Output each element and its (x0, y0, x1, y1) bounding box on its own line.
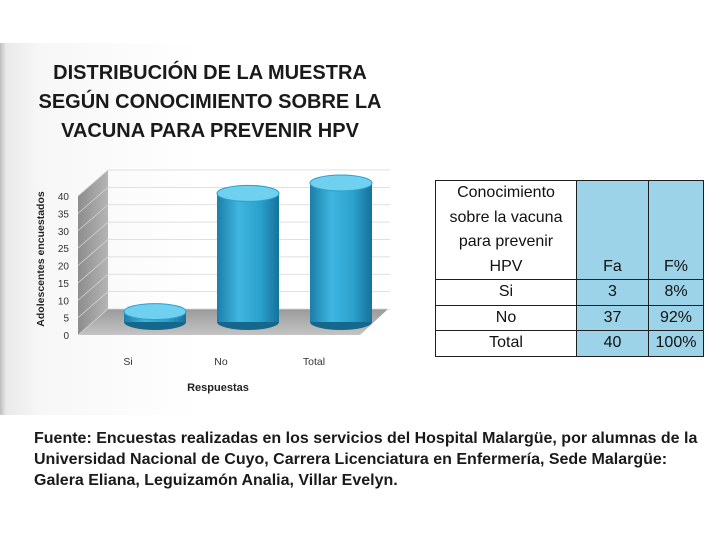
chart-title-line-1: DISTRIBUCIÓN DE LA MUESTRA (53, 60, 367, 84)
header-line: para prevenir (458, 233, 554, 250)
y-tick-label: 15 (58, 279, 70, 290)
chart-title-line-3: VACUNA PARA PREVENIR HPV (61, 120, 359, 142)
y-tick-label: 25 (58, 244, 70, 255)
header-line: Conocimiento (457, 184, 555, 201)
gridline (77, 186, 390, 214)
table-row: Si 3 8% (435, 279, 704, 306)
bar-total (309, 174, 373, 330)
y-tick-label: 10 (58, 296, 70, 307)
gridline (77, 273, 390, 301)
y-tick-label: 0 (63, 331, 69, 342)
bar-no (216, 184, 280, 330)
gridline (77, 239, 390, 266)
chart-title-line-2: SEGÚN CONOCIMIENTO SOBRE LA (39, 89, 382, 113)
header-fp: F% (648, 180, 704, 280)
y-tick-label: 40 (58, 192, 70, 203)
bar-si (123, 303, 187, 330)
bar-chart: DISTRIBUCIÓN DE LA MUESTRA SEGÚN CONOCIM… (35, 60, 390, 394)
header-conocimiento: Conocimiento sobre la vacuna para preven… (435, 180, 577, 280)
table-header-row: Conocimiento sobre la vacuna para preven… (435, 180, 704, 280)
row-fa: 3 (576, 279, 649, 306)
table-row: No 37 92% (435, 304, 704, 331)
gridline (77, 256, 390, 284)
y-tick-label: 5 (63, 314, 69, 325)
gridline (77, 291, 390, 318)
chart-panel: DISTRIBUCIÓN DE LA MUESTRA SEGÚN CONOCIM… (0, 43, 420, 415)
x-axis-label: Respuestas (187, 382, 249, 394)
table-row: Total 40 100% (435, 330, 704, 357)
row-label: Total (435, 330, 577, 357)
row-fa: 37 (576, 304, 649, 331)
y-tick-label: 35 (58, 209, 70, 220)
bars (123, 174, 373, 330)
header-fa: Fa (576, 180, 649, 280)
gridline (77, 221, 390, 249)
x-tick-label: No (214, 356, 228, 368)
gridline (77, 308, 390, 336)
row-fp: 8% (648, 279, 704, 306)
source-footnote: Fuente: Encuestas realizadas en los serv… (12, 428, 712, 491)
y-tick-label: 20 (58, 262, 70, 273)
x-axis-ticks: Si No Total (123, 356, 325, 368)
row-label: No (435, 304, 577, 331)
row-fa: 40 (576, 330, 649, 357)
header-line: sobre la vacuna (449, 208, 563, 226)
y-axis-ticks: 0 5 10 15 20 25 30 35 40 (58, 192, 70, 342)
footnote-text: Fuente: Encuestas realizadas en los serv… (34, 430, 698, 489)
row-fp: 100% (648, 330, 704, 357)
header-line: HPV (489, 257, 523, 275)
gridline (77, 169, 390, 197)
y-tick-label: 30 (58, 227, 70, 238)
y-axis-label: Adolescentes encuestados (35, 191, 47, 327)
gridline (77, 204, 390, 232)
row-fp: 92% (648, 304, 704, 331)
data-table: Conocimiento sobre la vacuna para preven… (435, 180, 704, 357)
x-tick-label: Si (123, 356, 132, 368)
row-label: Si (435, 279, 577, 306)
gridlines (77, 169, 390, 336)
x-tick-label: Total (303, 356, 325, 368)
